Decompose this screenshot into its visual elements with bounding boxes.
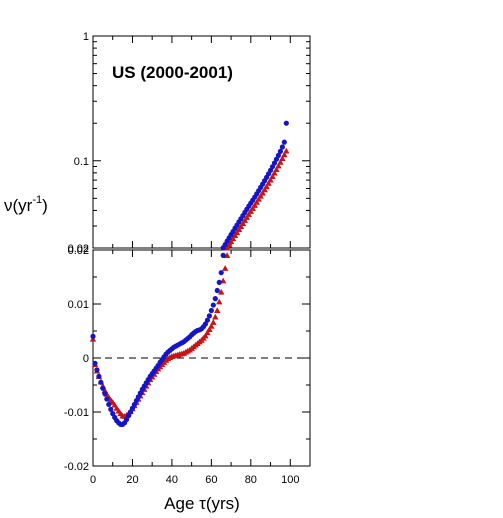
top-triangle-point (271, 169, 278, 176)
top-triangle-point (259, 189, 266, 196)
top-triangle-point (251, 202, 258, 208)
bottom-ytick-label: 0.01 (68, 299, 89, 311)
x-axis-title: Age τ(yrs) (164, 494, 240, 513)
top-triangle-point (267, 176, 274, 183)
top-triangle-point (277, 158, 284, 165)
top-triangle-point (237, 223, 245, 229)
bottom-xtick-label: 100 (281, 474, 299, 486)
bottom-triangle-point (218, 288, 225, 295)
bottom-circle-point (220, 252, 226, 258)
top-triangle-point (223, 244, 231, 251)
top-triangle-point (247, 208, 255, 214)
top-circle-point (271, 160, 278, 166)
top-triangle-point (227, 238, 235, 245)
top-ytick-label: 0.1 (74, 156, 89, 168)
bottom-panel-ticks: 0.020.010-0.01-0.020 20 40 60 80 100 (64, 245, 311, 486)
bottom-triangle-point (214, 307, 221, 314)
top-triangle-point (245, 211, 253, 217)
bottom-circle-point (216, 279, 222, 285)
y-axis-title: ν(yr-1) (4, 194, 48, 215)
bottom-xtick-label: 60 (205, 474, 217, 486)
bottom-triangle-point (216, 298, 223, 305)
top-circle-point (275, 152, 282, 158)
bottom-circle-point (214, 287, 220, 294)
top-triangle-point (253, 198, 260, 205)
bottom-ytick-label: -0.01 (64, 407, 89, 419)
bottom-circle-point (96, 373, 102, 379)
bottom-triangle-point (101, 387, 109, 393)
bottom-ytick-label: 0.02 (68, 245, 89, 257)
bottom-ytick-label: 0 (83, 353, 89, 365)
top-triangle-point (255, 195, 262, 202)
top-circle-point (279, 144, 285, 150)
bottom-triangle-point (202, 332, 209, 339)
bottom-circle-point (212, 296, 218, 302)
bottom-panel-marks (89, 252, 231, 428)
bottom-circle-point (104, 396, 110, 402)
top-triangle-point (243, 214, 251, 220)
top-triangle-point (279, 155, 286, 161)
chart-title: US (2000-2001) (112, 63, 233, 82)
bottom-triangle-point (206, 326, 213, 332)
top-triangle-point (283, 147, 290, 154)
top-ytick-label: 0.02 (68, 243, 89, 255)
bottom-circle-point (208, 307, 214, 314)
top-triangle-point (281, 151, 288, 158)
top-triangle-point (239, 220, 247, 226)
top-triangle-point (269, 173, 276, 180)
y-axis-title-main: ν(yr (4, 196, 33, 215)
bottom-circle-point (210, 302, 216, 308)
top-triangle-point (229, 235, 237, 242)
top-triangle-point (225, 241, 233, 248)
top-ytick-label: 1 (83, 31, 89, 43)
bottom-circle-point (206, 313, 212, 319)
bottom-circle-point (90, 333, 96, 339)
bottom-triangle-point (208, 322, 215, 329)
top-triangle-point (273, 166, 280, 172)
bottom-triangle-point (210, 319, 217, 325)
bottom-circle-point (204, 317, 211, 323)
bottom-xtick-label: 0 (90, 474, 96, 486)
top-panel-marks (220, 120, 290, 251)
bottom-xtick-label: 80 (245, 474, 257, 486)
bottom-triangle-point (212, 313, 219, 320)
top-circle-point (283, 120, 289, 126)
top-triangle-point (257, 192, 264, 199)
top-circle-point (277, 148, 284, 154)
bottom-triangle-point (204, 329, 211, 336)
top-triangle-point (235, 226, 243, 232)
top-triangle-point (261, 186, 268, 193)
bottom-circle-point (218, 270, 224, 276)
bottom-circle-point (94, 367, 100, 373)
bottom-circle-point (108, 406, 114, 412)
bottom-circle-point (92, 360, 98, 366)
bottom-ytick-label: -0.02 (64, 461, 89, 473)
top-triangle-point (265, 180, 272, 186)
top-panel-frame (92, 35, 311, 249)
top-triangle-point (231, 232, 239, 239)
bottom-circle-point (102, 391, 108, 397)
top-circle-point (281, 139, 287, 145)
bottom-triangle-point (221, 265, 229, 271)
bottom-circle-point (100, 385, 106, 391)
top-triangle-point (263, 183, 270, 190)
bottom-xtick-label: 20 (126, 474, 138, 486)
bottom-xtick-label: 40 (166, 474, 178, 486)
top-triangle-point (249, 205, 256, 211)
top-panel-ticks: 1 0.1 0.02 (68, 31, 311, 255)
y-axis-title-close: ) (42, 196, 48, 215)
y-axis-title-superscript: -1 (32, 194, 42, 206)
bottom-circle-point (98, 379, 104, 385)
top-triangle-point (241, 217, 249, 223)
top-triangle-point (233, 229, 241, 236)
bottom-circle-point (106, 401, 112, 408)
top-triangle-point (275, 162, 282, 169)
